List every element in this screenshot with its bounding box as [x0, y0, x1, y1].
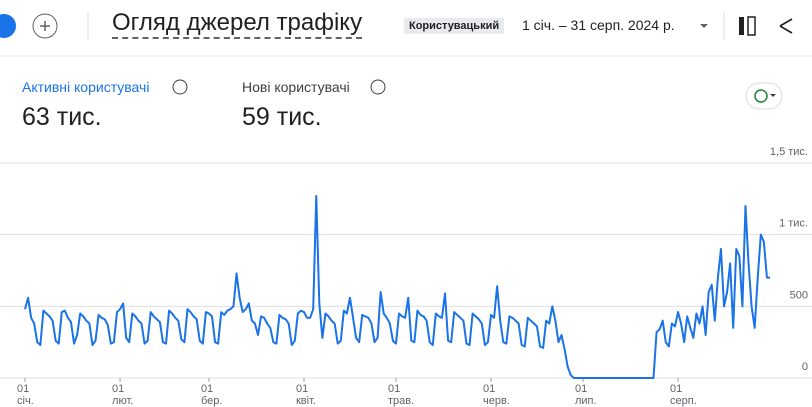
x-tick-label: 01 лип. [574, 383, 597, 407]
y-tick-label: 1 тис. [779, 218, 808, 230]
x-tick-label: 01 трав. [387, 383, 415, 407]
toolbar-icons [0, 12, 812, 57]
y-tick-label: 0 [802, 361, 808, 373]
dropdown-arrow [770, 94, 776, 97]
line-series [24, 194, 770, 379]
metric-value: 59 тис. [242, 103, 322, 131]
add-button[interactable] [32, 13, 58, 39]
metric-value: 63 тис. [22, 103, 102, 131]
y-tick-label: 500 [790, 289, 808, 301]
compare-icon-part [747, 16, 756, 36]
x-tick-label: 01 січ. [17, 383, 34, 407]
date-range[interactable]: 1 січ. – 31 серп. 2024 р. [522, 17, 675, 33]
compare-icon[interactable] [739, 17, 744, 35]
y-tick-label: 1,5 тис. [770, 146, 808, 158]
metric-label[interactable]: Активні користувачі [22, 79, 150, 95]
help-icon[interactable] [370, 79, 386, 95]
avatar [0, 14, 16, 38]
x-tick-label: 01 серп. [670, 383, 697, 407]
status-button[interactable] [745, 82, 783, 110]
help-icon[interactable] [172, 79, 188, 95]
metric-label[interactable]: Нові користувачі [242, 79, 350, 95]
page-title: Огляд джерел трафіку [112, 9, 363, 39]
x-tick-label: 01 черв. [483, 383, 510, 407]
x-tick-label: 01 квіт. [295, 383, 316, 407]
plus-icon [40, 21, 50, 31]
x-tick-label: 01 лют. [112, 383, 134, 407]
help-icons [172, 79, 783, 110]
check-icon [754, 89, 768, 103]
x-tick-label: 01 бер. [200, 383, 223, 407]
comparison-chip[interactable]: Користувацький [404, 18, 505, 34]
dropdown-arrow[interactable] [700, 24, 708, 28]
share-icon[interactable] [779, 18, 793, 34]
